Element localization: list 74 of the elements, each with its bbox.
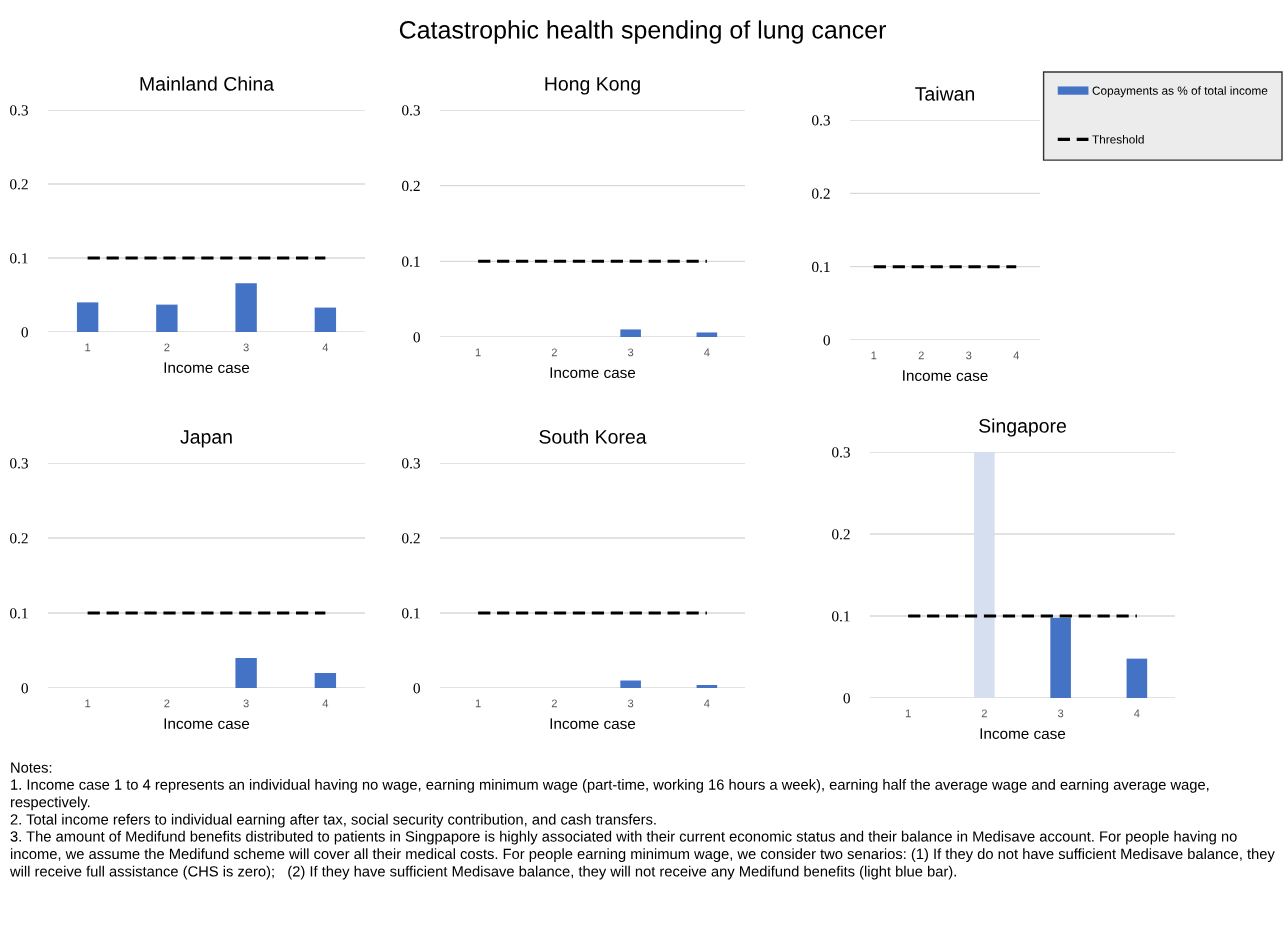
y-tick-label: 0.1 — [402, 608, 420, 619]
y-tick-label: 0.2 — [10, 533, 28, 544]
y-tick-label: 0 — [21, 327, 28, 338]
text: 1. Income case 1 to 4 represents an individual having no wage, earning minimum wage (part-time, working 16 hours a week), earning half the average wage and earning average wage, respectively. — [10, 779, 1209, 811]
x-tick-label: 4 — [704, 348, 710, 357]
y-tick-label: 0.3 — [10, 458, 28, 469]
bar — [974, 452, 995, 698]
x-axis-title: Income case — [550, 718, 636, 730]
y-tick-label: 0 — [823, 335, 830, 346]
chart-title: Mainland China — [140, 76, 275, 91]
legend-label: Copayments as % of total income — [1092, 86, 1268, 98]
bar — [156, 304, 178, 332]
y-tick-label: 0.3 — [10, 105, 28, 116]
y-tick-label: 0.1 — [832, 611, 850, 622]
x-tick-label: 1 — [475, 348, 481, 357]
y-tick-label: 0 — [413, 683, 420, 694]
x-tick-label: 4 — [1013, 351, 1020, 360]
y-tick-label: 0.3 — [402, 458, 420, 469]
x-tick-label: 2 — [551, 699, 557, 708]
x-axis-title: Income case — [980, 728, 1066, 740]
y-tick-label: 0 — [413, 332, 420, 343]
text: 2. Total income refers to individual earning after tax, social security contribution, and cash transfers. — [10, 813, 656, 828]
x-tick-label: 1 — [905, 709, 911, 718]
x-tick-label: 2 — [164, 699, 170, 708]
x-tick-label: 3 — [1057, 709, 1064, 718]
x-tick-label: 1 — [85, 699, 91, 708]
x-tick-label: 1 — [85, 343, 91, 352]
x-axis-title: Income case — [903, 370, 988, 382]
y-tick-label: 0.2 — [832, 529, 850, 540]
x-tick-label: 2 — [981, 709, 987, 718]
y-tick-label: 0.2 — [402, 180, 420, 192]
x-axis-title: Income case — [164, 718, 250, 730]
bar — [76, 302, 99, 332]
x-tick-label: 4 — [1134, 709, 1140, 718]
x-tick-label: 2 — [918, 351, 924, 360]
y-tick-label: 0.3 — [832, 447, 850, 458]
chart-title: Japan — [180, 430, 232, 448]
text: Notes: — [11, 762, 52, 773]
chart-title: Singapore — [979, 418, 1066, 437]
x-axis-title: Income case — [550, 367, 636, 379]
x-axis-title: Income case — [164, 362, 250, 374]
y-tick-label: 0.3 — [402, 105, 420, 116]
bar — [1126, 658, 1148, 698]
x-tick-label: 3 — [243, 699, 249, 708]
x-tick-label: 4 — [322, 343, 329, 352]
x-tick-label: 3 — [627, 348, 634, 357]
x-tick-label: 4 — [322, 699, 329, 708]
chart-title: South Korea — [539, 429, 647, 444]
bar — [1050, 617, 1071, 698]
y-tick-label: 0.2 — [402, 533, 420, 544]
y-tick-label: 0.1 — [10, 608, 28, 619]
y-tick-label: 0.3 — [812, 115, 830, 126]
legend-label: Threshold — [1092, 134, 1144, 144]
y-tick-label: 0.2 — [812, 188, 830, 199]
x-tick-label: 1 — [475, 699, 481, 708]
x-tick-label: 3 — [627, 699, 634, 708]
x-tick-label: 3 — [966, 351, 972, 360]
y-tick-label: 0 — [843, 693, 850, 704]
y-tick-label: 0.1 — [10, 253, 28, 264]
y-tick-label: 0 — [21, 683, 28, 694]
text: 3. The amount of Medifund benefits distributed to patients in Singpapore is highly associated with their current economic status and their balance in Medisave account. For people having no income, we assume the Medifund scheme will cover all their medical costs. For people earning minimum wage, we consider two senarios: (1) If they do not have sufficient Medisave balance, they will receive full assistance (CHS is zero); (2) If they have sufficient Medisave balance, they will not receive any Medifund benefits (light blue bar). — [9, 830, 1275, 880]
chart-title: Hong Kong — [545, 77, 640, 95]
x-tick-label: 2 — [551, 348, 557, 357]
y-tick-label: 0.1 — [812, 261, 830, 273]
y-tick-label: 0.2 — [10, 179, 28, 190]
x-tick-label: 2 — [164, 343, 170, 352]
bar — [314, 307, 337, 332]
x-tick-label: 3 — [243, 343, 249, 352]
x-tick-label: 4 — [704, 699, 710, 708]
y-tick-label: 0.1 — [402, 256, 420, 267]
text: Catastrophic health spending of lung cancer — [399, 20, 887, 44]
chart-title: Taiwan — [915, 86, 974, 101]
bar — [235, 283, 257, 332]
x-tick-label: 1 — [871, 351, 877, 360]
